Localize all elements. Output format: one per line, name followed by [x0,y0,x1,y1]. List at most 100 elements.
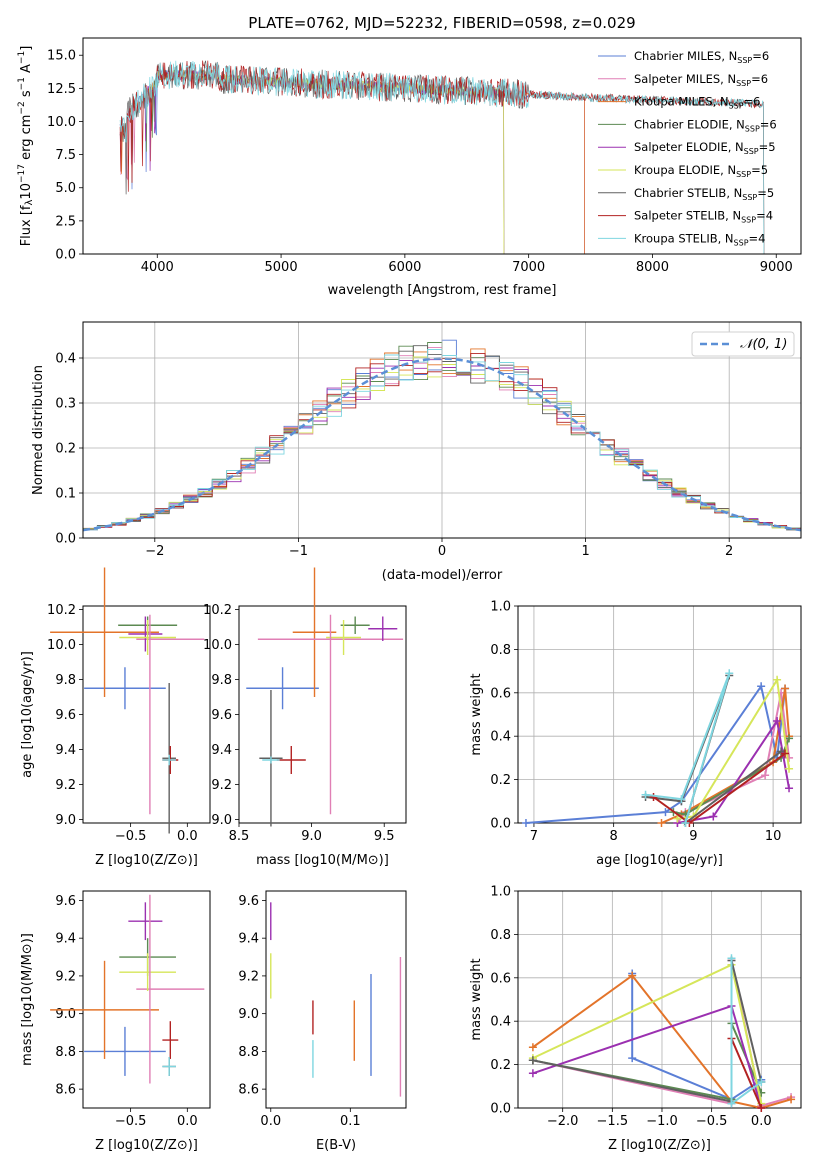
x-tick-label: 8000 [636,260,669,275]
x-tick-label: 0.0 [260,1114,281,1129]
y-tick-label: 9.4 [55,932,76,947]
x-tick-label: −1 [289,544,308,559]
spectrum-xlabel: wavelength [Angstrom, rest frame] [328,283,557,298]
legend-label: Salpeter MILES, NSSP=6 [634,72,768,88]
weight-marker [528,1069,537,1078]
y-tick-label: 0.0 [55,532,76,547]
x-tick-label: 7 [530,829,538,844]
normal-legend-label: 𝒩(0, 1) [740,337,787,352]
weight-line [631,973,762,1101]
y-tick-label: 0.0 [55,248,76,263]
legend-label: Salpeter STELIB, NSSP=4 [634,209,773,225]
panel-ylabel: mass [log10(M/M⊙)] [20,933,35,1066]
y-tick-label: 1.0 [490,600,511,615]
weight-marker [757,682,766,691]
mass-vs-extinction-panel: 0.0 0.1 8.6 8.8 9.0 9.2 9.4 9.6 E(B-V) [238,890,407,1153]
panel-xlabel: age [log10(age/yr)] [596,853,723,868]
weight-marker [785,764,794,773]
y-tick-label: 9.2 [211,778,232,793]
residual-histogram-panel: −2 −1 0 1 2 0.0 0.1 0.2 0.3 0.4 (data-model)/erro… [31,321,802,583]
x-tick-label: 6000 [388,260,421,275]
spectrum-panel: PLATE=0762, MJD=52232, FIBERID=0598, z=0… [17,14,802,298]
y-tick-label: 0.1 [55,487,76,502]
weight-marker [628,1054,637,1063]
legend-label: Kroupa MILES, NSSP=6 [634,95,760,111]
y-tick-label: 9.0 [211,813,232,828]
weight-marker [785,734,794,743]
weight-marker [787,1095,796,1104]
x-tick-label: 7000 [512,260,545,275]
x-tick-label: 10 [765,829,782,844]
x-tick-label: 0.1 [340,1114,361,1129]
y-tick-label: 0.8 [490,928,511,943]
weight-marker [528,1043,537,1052]
x-tick-label: 1 [581,544,589,559]
histogram-xlabel: (data-model)/error [382,568,503,583]
y-tick-label: 0.4 [490,1015,511,1030]
panel-ylabel: mass weight [469,958,484,1040]
y-tick-label: 9.8 [211,673,232,688]
y-tick-label: 2.5 [55,214,76,229]
y-tick-label: 5.0 [55,181,76,196]
weight-marker [727,954,736,963]
y-tick-label: 7.5 [55,148,76,163]
legend-suffix: =4 [749,231,766,245]
x-tick-label: 8.5 [229,829,250,844]
legend-label: Chabrier STELIB, NSSP=5 [634,186,774,202]
mass-weight-vs-age-panel: 7 8 9 10 0.0 0.2 0.4 0.6 0.8 1.0 age [log10(age/yr… [469,600,802,868]
panel-xlabel: Z [log10(Z/Z⊙)] [95,1138,198,1153]
x-tick-label: 0.0 [751,1114,772,1129]
legend-suffix: =6 [744,95,761,109]
y-tick-label: 9.6 [211,708,232,723]
y-tick-label: 0.6 [490,971,511,986]
legend-label: Kroupa ELODIE, NSSP=5 [634,163,768,179]
spectrum-line [144,69,505,254]
legend-label: Chabrier ELODIE, NSSP=6 [634,117,777,133]
y-tick-label: 0.4 [490,730,511,745]
legend-subscript: SSP [744,147,759,156]
y-tick-label: 9.6 [238,894,259,909]
x-tick-label: 9000 [760,260,793,275]
x-tick-label: 0.0 [177,1114,198,1129]
x-tick-label: 9.0 [301,829,322,844]
mass-vs-metallicity-panel: −0.5 0.0 8.6 8.8 9.0 9.2 9.4 9.6 Z [log10(Z/Z⊙)]… [20,890,211,1153]
legend-suffix: =5 [751,163,768,177]
y-tick-label: 12.5 [47,82,76,97]
weight-marker [528,1056,537,1065]
legend-subscript: SSP [729,102,744,111]
x-tick-label: −0.5 [115,1114,147,1129]
y-tick-label: 9.0 [238,1007,259,1022]
y-tick-label: 10.2 [47,603,76,618]
weight-marker [781,749,790,758]
y-tick-label: 8.8 [55,1045,76,1060]
legend-label: Kroupa STELIB, NSSP=4 [634,231,765,247]
y-tick-label: 8.8 [238,1045,259,1060]
weight-marker [628,971,637,980]
legend-suffix: =5 [759,140,776,154]
legend-subscript: SSP [736,79,751,88]
legend-subscript: SSP [737,56,752,65]
histogram-legend: 𝒩(0, 1) [691,331,795,357]
weight-line [677,676,790,820]
spectrum-legend: Chabrier MILES, NSSP=6 Salpeter MILES, NS… [598,49,777,247]
y-tick-label: 0.2 [55,442,76,457]
y-tick-label: 0.3 [55,397,76,412]
plot-frame [82,890,211,1109]
weight-marker [725,669,734,678]
y-tick-label: 9.0 [55,1007,76,1022]
x-tick-label: −0.5 [115,829,147,844]
y-tick-label: 0.6 [490,686,511,701]
panel-xlabel: Z [log10(Z/Z⊙)] [95,853,198,868]
y-tick-label: 0.4 [55,352,76,367]
y-tick-label: 10.0 [47,638,76,653]
y-tick-label: 0.2 [490,1058,511,1073]
y-tick-label: 9.6 [55,894,76,909]
x-tick-label: −1.5 [597,1114,629,1129]
weight-marker [773,717,782,726]
legend-subscript: SSP [745,124,760,133]
legend-subscript: SSP [734,238,749,247]
y-tick-label: 9.2 [55,969,76,984]
weight-marker [661,808,670,817]
weight-marker [757,1104,766,1112]
